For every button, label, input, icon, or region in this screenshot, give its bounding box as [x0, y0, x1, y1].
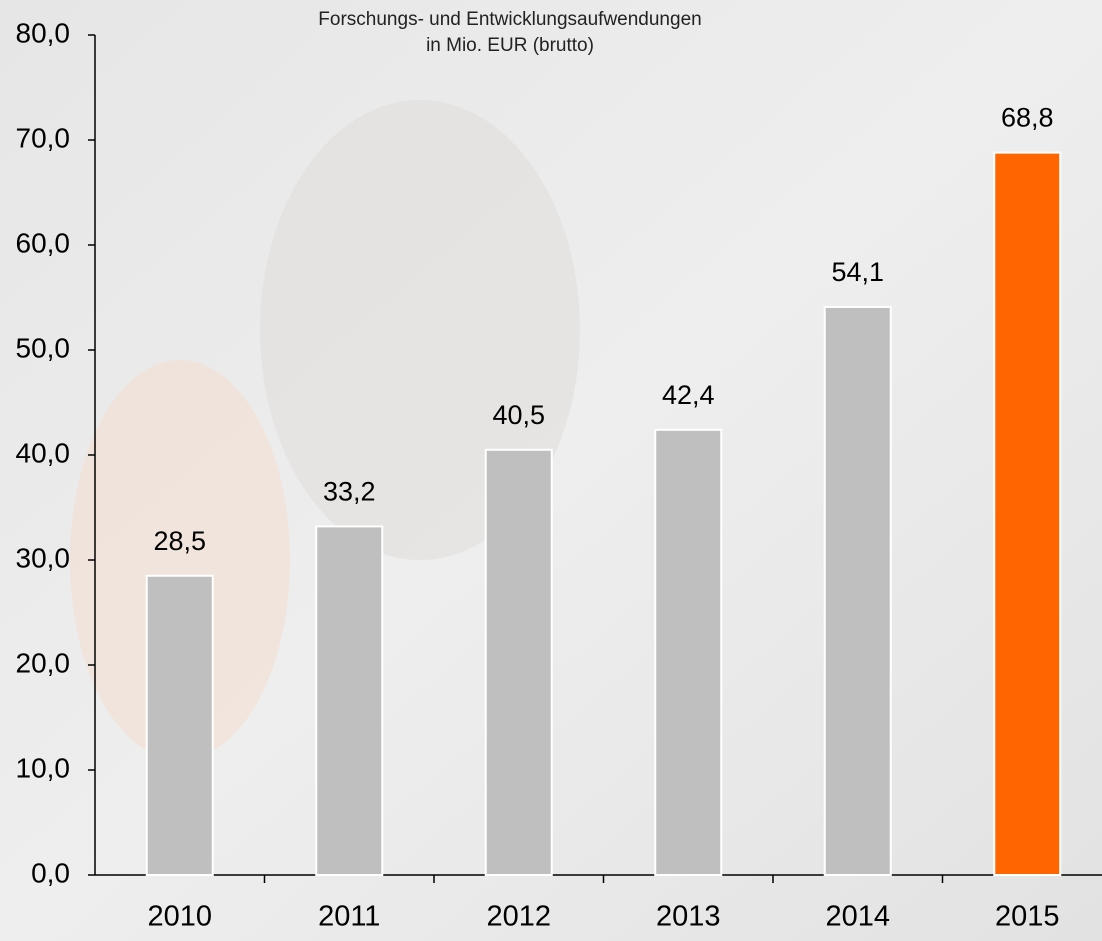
y-tick-label: 60,0	[16, 227, 71, 258]
bar	[823, 305, 892, 876]
chart-subtitle: in Mio. EUR (brutto)	[426, 35, 594, 56]
x-tick-label: 2015	[995, 901, 1060, 933]
y-tick-label: 40,0	[16, 437, 71, 468]
background-shape	[260, 100, 580, 560]
x-tick-label: 2012	[486, 901, 551, 933]
value-label: 40,5	[492, 400, 545, 430]
value-label: 28,5	[153, 526, 206, 556]
y-tick-label: 30,0	[16, 542, 71, 573]
y-tick-label: 70,0	[16, 122, 71, 153]
y-tick-label: 0,0	[31, 857, 70, 888]
x-tick-label: 2014	[825, 901, 890, 933]
bar	[484, 448, 553, 876]
x-tick-label: 2013	[656, 901, 721, 933]
x-tick-label: 2010	[147, 901, 212, 933]
value-label: 33,2	[323, 477, 376, 507]
y-tick-label: 10,0	[16, 752, 71, 783]
bar	[145, 574, 214, 876]
value-label: 42,4	[662, 380, 715, 410]
y-tick-label: 50,0	[16, 332, 71, 363]
chart-title: Forschungs- und Entwicklungsaufwendungen	[318, 9, 701, 30]
y-tick-label: 20,0	[16, 647, 71, 678]
y-tick-label: 80,0	[16, 17, 71, 48]
background-shape	[70, 360, 290, 760]
value-label: 68,8	[1001, 103, 1054, 133]
bar	[993, 151, 1062, 877]
value-label: 54,1	[831, 257, 884, 287]
x-tick-label: 2011	[318, 901, 380, 933]
bar	[654, 428, 723, 876]
bar	[315, 525, 384, 877]
